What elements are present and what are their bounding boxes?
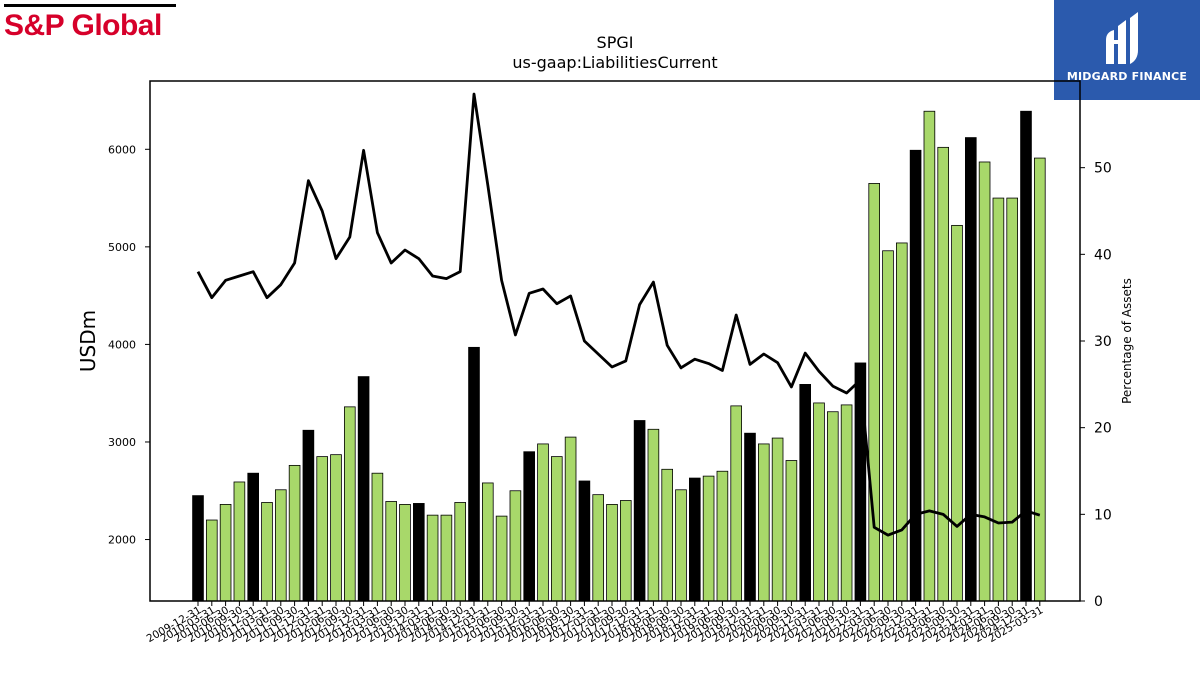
bar-2024-06-30 — [992, 197, 1005, 602]
bar-2024-03-31 — [978, 161, 991, 602]
bar-2014-03-31 — [426, 514, 439, 602]
bar-2025-03-31 — [1034, 157, 1046, 602]
bar-2015-09-30 — [509, 490, 522, 602]
bar-2022-03-31 — [868, 183, 880, 602]
bar-2016-12-31 — [578, 480, 591, 602]
bar-2011-06-30 — [274, 489, 287, 602]
y2-tick-label: 50 — [1094, 161, 1112, 177]
bar-2024-12-31 — [1020, 110, 1032, 602]
bar-2014-09-30 — [454, 502, 466, 602]
bar-2014-06-30 — [440, 514, 453, 602]
bar-2017-03-31 — [592, 494, 604, 602]
bar-2010-12-31 — [247, 472, 260, 602]
bar-2019-12-31 — [744, 432, 756, 602]
midgard-finance-logo-background — [1054, 0, 1200, 100]
bar-2021-06-30 — [827, 411, 839, 602]
bar-2014-12-31 — [468, 346, 480, 602]
logo-rule — [4, 4, 176, 7]
y-tick-label: 5000 — [108, 241, 136, 254]
midgard-finance-logo: MIDGARD FINANCE — [1054, 0, 1200, 100]
x-axis: 2009-12-312010-03-312010-06-302010-09-30… — [145, 601, 1045, 645]
bar-2023-09-30 — [951, 224, 963, 602]
bar-2017-09-30 — [620, 500, 632, 602]
bar-2018-06-30 — [661, 468, 673, 602]
y2-tick-label: 10 — [1094, 507, 1112, 523]
chart-subtitle: us-gaap:LiabilitiesCurrent — [512, 53, 717, 72]
y2-tick-label: 0 — [1094, 594, 1103, 610]
bar-2013-12-31 — [412, 503, 425, 602]
bar-2016-09-30 — [564, 436, 577, 602]
bar-2021-09-30 — [840, 404, 853, 602]
bar-2011-12-31 — [302, 429, 315, 602]
y-tick-label: 3000 — [108, 436, 136, 449]
bar-2018-03-31 — [647, 428, 660, 602]
y-tick-label: 4000 — [108, 338, 136, 351]
bar-2022-12-31 — [909, 149, 922, 602]
bar-2013-03-31 — [371, 472, 384, 602]
bar-2020-03-31 — [758, 443, 770, 602]
bar-2012-12-31 — [357, 376, 370, 602]
bar-2010-09-30 — [233, 481, 246, 602]
bar-2010-06-30 — [219, 504, 232, 602]
bar-2019-09-30 — [730, 405, 742, 602]
bar-2019-03-31 — [702, 475, 715, 602]
bar-2011-03-31 — [261, 502, 273, 602]
bar-2020-06-30 — [771, 437, 784, 602]
bar-series — [192, 110, 1046, 602]
bar-2016-06-30 — [551, 456, 563, 602]
bar-2020-09-30 — [785, 460, 798, 602]
pct-assets-line — [196, 92, 1041, 537]
bar-2018-09-30 — [675, 489, 687, 602]
bar-2010-03-31 — [205, 519, 218, 602]
bar-2015-03-31 — [481, 482, 494, 602]
bar-2015-06-30 — [495, 515, 508, 602]
bar-2023-03-31 — [923, 110, 936, 602]
pct-assets-series — [196, 92, 1041, 537]
bar-2015-12-31 — [523, 451, 535, 602]
y-axis-label: USDm — [76, 310, 100, 372]
bar-2018-12-31 — [689, 477, 701, 602]
y-tick-label: 2000 — [108, 534, 136, 547]
bar-2021-03-31 — [813, 402, 825, 602]
bar-2021-12-31 — [854, 362, 867, 602]
sp-global-logo: S&P Global — [4, 4, 176, 41]
bar-2009-12-31 — [192, 495, 204, 602]
midgard-finance-logo-badge — [1054, 0, 1200, 100]
midgard-finance-emblem-icon — [1106, 12, 1138, 64]
bar-2012-06-30 — [330, 454, 342, 602]
bar-2011-09-30 — [288, 464, 301, 602]
y2-axis-label: Percentage of Assets — [1120, 278, 1134, 404]
y2-tick-label: 40 — [1094, 247, 1112, 263]
bar-2022-06-30 — [882, 250, 894, 602]
bar-2016-03-31 — [537, 443, 549, 602]
bar-2012-03-31 — [316, 456, 328, 602]
bar-2019-06-30 — [716, 470, 729, 602]
bar-2013-06-30 — [385, 501, 397, 602]
bar-2024-09-30 — [1006, 197, 1018, 602]
chart-title: SPGI — [597, 33, 634, 52]
y-axis-right: 0 10 20 30 40 50 — [1080, 161, 1112, 610]
bar-2017-12-31 — [633, 420, 646, 602]
bar-2023-12-31 — [965, 137, 977, 602]
bar-2020-12-31 — [799, 384, 811, 602]
y2-tick-label: 20 — [1094, 421, 1112, 437]
bar-2017-06-30 — [606, 504, 618, 602]
bar-2022-09-30 — [896, 242, 908, 602]
bar-2012-09-30 — [343, 406, 356, 602]
y-tick-label: 6000 — [108, 143, 136, 156]
midgard-finance-logo-text: MIDGARD FINANCE — [1066, 70, 1188, 83]
sp-global-logo-text: S&P Global — [4, 9, 162, 42]
bar-2023-06-30 — [937, 146, 949, 602]
y2-tick-label: 30 — [1094, 334, 1112, 350]
y-axis-left: 2000 3000 4000 5000 6000 — [108, 143, 150, 547]
bar-2013-09-30 — [399, 504, 411, 602]
